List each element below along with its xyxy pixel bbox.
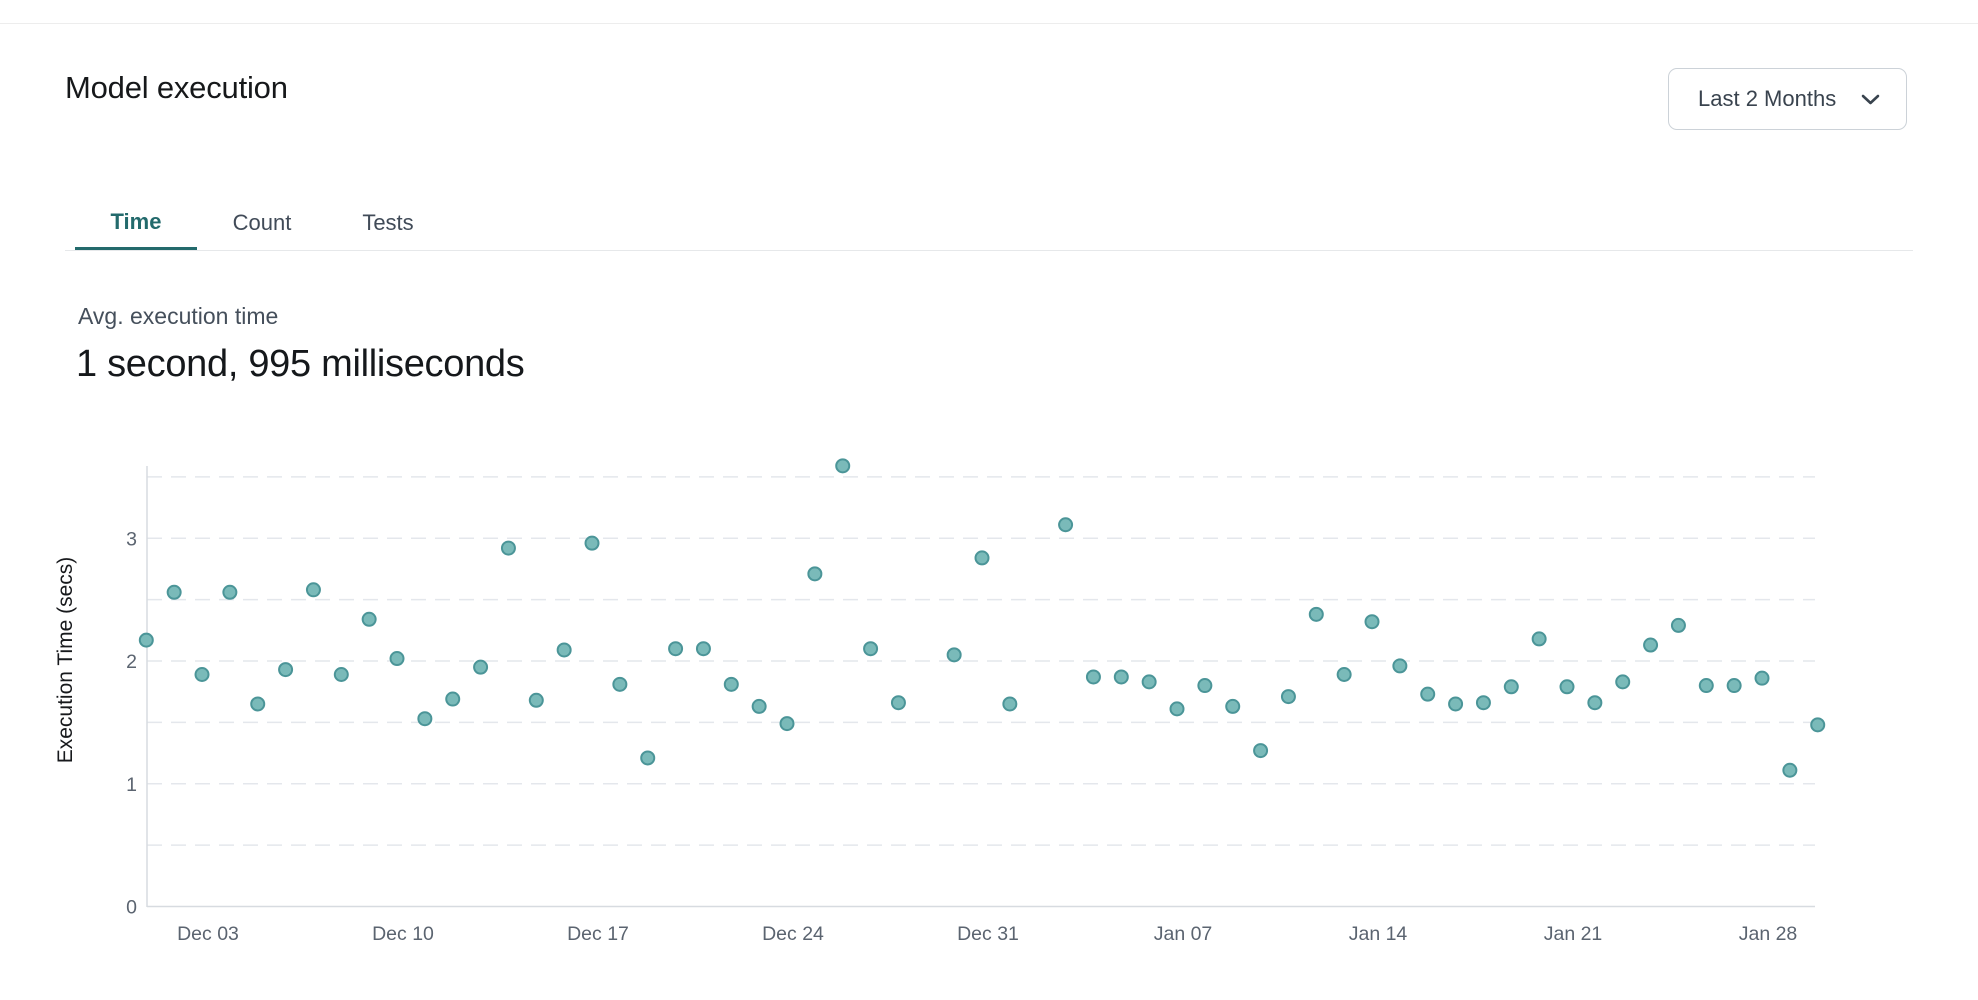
data-point[interactable]: [1308, 606, 1324, 622]
data-point[interactable]: [751, 698, 767, 714]
data-point[interactable]: [500, 540, 516, 556]
data-point[interactable]: [584, 535, 600, 551]
page-title: Model execution: [65, 70, 288, 105]
y-tick-label: 3: [126, 528, 137, 550]
tab-tests[interactable]: Tests: [362, 210, 414, 235]
tab-time[interactable]: Time: [75, 196, 197, 250]
data-point[interactable]: [807, 566, 823, 582]
data-point[interactable]: [1754, 670, 1770, 686]
data-point[interactable]: [1670, 617, 1686, 633]
data-point[interactable]: [1169, 701, 1185, 717]
date-range-label: Last 2 Months: [1698, 86, 1837, 111]
data-point[interactable]: [890, 695, 906, 711]
data-point[interactable]: [946, 647, 962, 663]
data-point[interactable]: [1587, 695, 1603, 711]
data-point[interactable]: [1085, 669, 1101, 685]
data-points: [138, 458, 1826, 778]
data-point[interactable]: [779, 716, 795, 732]
x-axis-tick-labels: Dec 03 Dec 10 Dec 17 Dec 24 Dec 31 Jan 07 Jan …: [177, 923, 1797, 945]
x-tick-label: Dec 10: [372, 923, 434, 945]
data-point[interactable]: [1615, 674, 1631, 690]
avg-execution-time-value: 1 second, 995 milliseconds: [76, 343, 525, 385]
data-point[interactable]: [1197, 678, 1213, 694]
y-tick-label: 1: [126, 774, 137, 796]
y-axis-tick-labels: 0 1 2 3: [126, 528, 137, 918]
x-tick-label: Jan 14: [1349, 923, 1408, 945]
data-point[interactable]: [1280, 689, 1296, 705]
data-point[interactable]: [1058, 517, 1074, 533]
data-point[interactable]: [1531, 631, 1547, 647]
data-point[interactable]: [445, 691, 461, 707]
data-point[interactable]: [1643, 637, 1659, 653]
data-point[interactable]: [1559, 679, 1575, 695]
data-point[interactable]: [695, 641, 711, 657]
data-point[interactable]: [1002, 696, 1018, 712]
data-point[interactable]: [1475, 695, 1491, 711]
data-point[interactable]: [166, 584, 182, 600]
data-point[interactable]: [361, 611, 377, 627]
data-point[interactable]: [1698, 678, 1714, 694]
data-point[interactable]: [1726, 678, 1742, 694]
data-point[interactable]: [1141, 674, 1157, 690]
y-axis-title: Execution Time (secs): [54, 557, 77, 764]
x-tick-label: Jan 21: [1544, 923, 1603, 945]
data-point[interactable]: [1225, 698, 1241, 714]
data-point[interactable]: [612, 676, 628, 692]
x-tick-label: Dec 31: [957, 923, 1019, 945]
data-point[interactable]: [835, 458, 851, 474]
date-range-dropdown[interactable]: Last 2 Months: [1668, 68, 1907, 130]
data-point[interactable]: [556, 642, 572, 658]
x-tick-label: Jan 07: [1154, 923, 1213, 945]
data-point[interactable]: [389, 651, 405, 667]
x-tick-label: Dec 24: [762, 923, 824, 945]
data-point[interactable]: [250, 696, 266, 712]
x-tick-label: Dec 03: [177, 923, 239, 945]
x-tick-label: Dec 17: [567, 923, 629, 945]
data-point[interactable]: [974, 550, 990, 566]
data-point[interactable]: [1810, 717, 1826, 733]
data-point[interactable]: [1364, 614, 1380, 630]
data-point[interactable]: [1782, 762, 1798, 778]
top-divider: [0, 23, 1978, 24]
data-point[interactable]: [640, 750, 656, 766]
data-point[interactable]: [473, 659, 489, 675]
x-tick-label: Jan 28: [1739, 923, 1798, 945]
data-point[interactable]: [417, 711, 433, 727]
y-tick-label: 2: [126, 651, 137, 673]
data-point[interactable]: [1336, 667, 1352, 683]
data-point[interactable]: [863, 641, 879, 657]
data-point[interactable]: [333, 667, 349, 683]
data-point[interactable]: [278, 662, 294, 678]
chevron-down-icon: [1861, 94, 1880, 104]
data-point[interactable]: [1392, 658, 1408, 674]
data-point[interactable]: [194, 667, 210, 683]
data-point[interactable]: [222, 584, 238, 600]
data-point[interactable]: [1113, 669, 1129, 685]
data-point[interactable]: [1253, 743, 1269, 759]
data-point[interactable]: [1420, 686, 1436, 702]
data-point[interactable]: [528, 692, 544, 708]
data-point[interactable]: [305, 582, 321, 598]
avg-execution-time-label: Avg. execution time: [78, 303, 279, 329]
data-point[interactable]: [1503, 679, 1519, 695]
y-tick-label: 0: [126, 897, 137, 919]
data-point[interactable]: [723, 676, 739, 692]
tab-count[interactable]: Count: [232, 210, 292, 235]
tab-bar: Time Count Tests: [65, 196, 1913, 251]
data-point[interactable]: [668, 641, 684, 657]
data-point[interactable]: [1448, 696, 1464, 712]
data-point[interactable]: [138, 632, 154, 648]
